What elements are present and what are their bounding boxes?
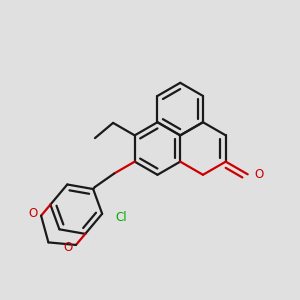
Text: O: O: [28, 207, 38, 220]
Text: Cl: Cl: [116, 211, 127, 224]
Text: O: O: [254, 168, 263, 181]
Text: O: O: [63, 241, 72, 254]
